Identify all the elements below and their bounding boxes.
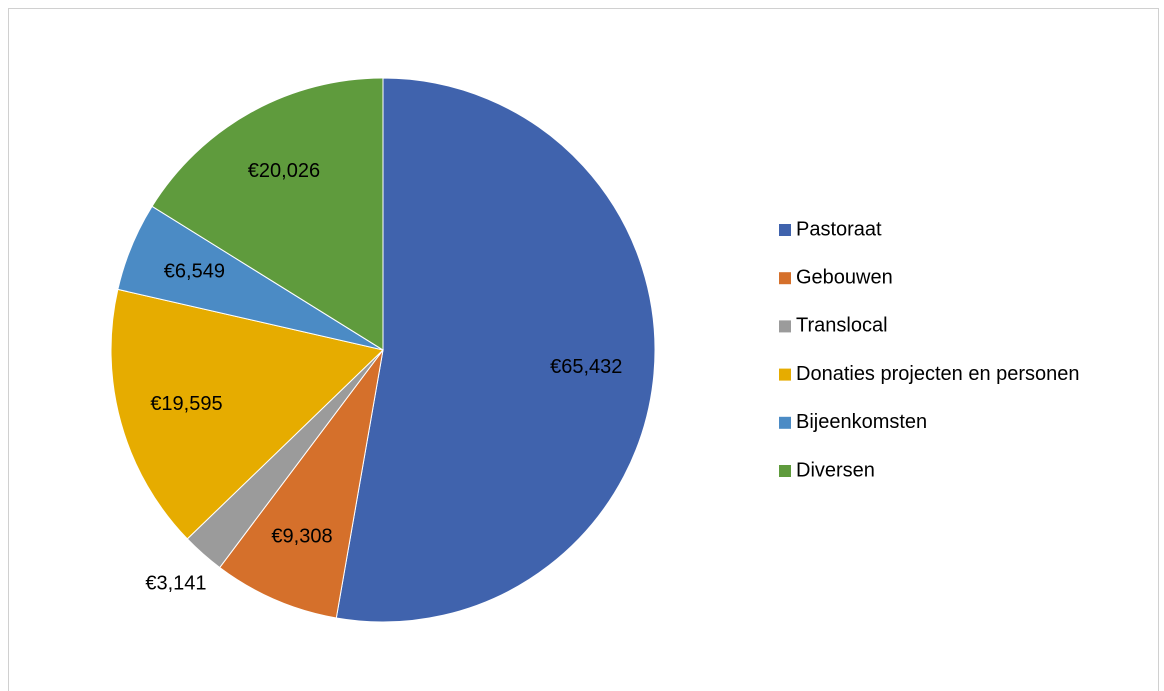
data-label: €9,308: [271, 526, 332, 548]
legend-label: Gebouwen: [796, 266, 893, 288]
legend-label: Bijeenkomsten: [796, 411, 927, 433]
data-label: €6,549: [164, 261, 225, 283]
pie-slice: [218, 349, 384, 619]
legend-swatch: [779, 224, 791, 236]
legend-swatch: [779, 272, 791, 285]
legend-swatch: [779, 416, 791, 429]
legend-label: Translocal: [796, 315, 888, 337]
pie-slice: [335, 77, 656, 623]
legend-label: Pastoraat: [796, 218, 882, 240]
data-label: €3,141: [145, 573, 206, 595]
pie-slice: [151, 77, 384, 351]
legend-label: Diversen: [796, 459, 875, 481]
legend-swatch: [779, 320, 791, 333]
data-label: €65,432: [550, 356, 622, 378]
legend-label: Donaties projecten en personen: [796, 363, 1080, 385]
data-label: €19,595: [150, 393, 222, 415]
legend-swatch: [779, 465, 791, 477]
pie-slice: [110, 288, 385, 540]
data-label: €20,026: [248, 160, 320, 182]
legend-swatch: [779, 368, 791, 381]
chart-frame: [8, 8, 1159, 691]
